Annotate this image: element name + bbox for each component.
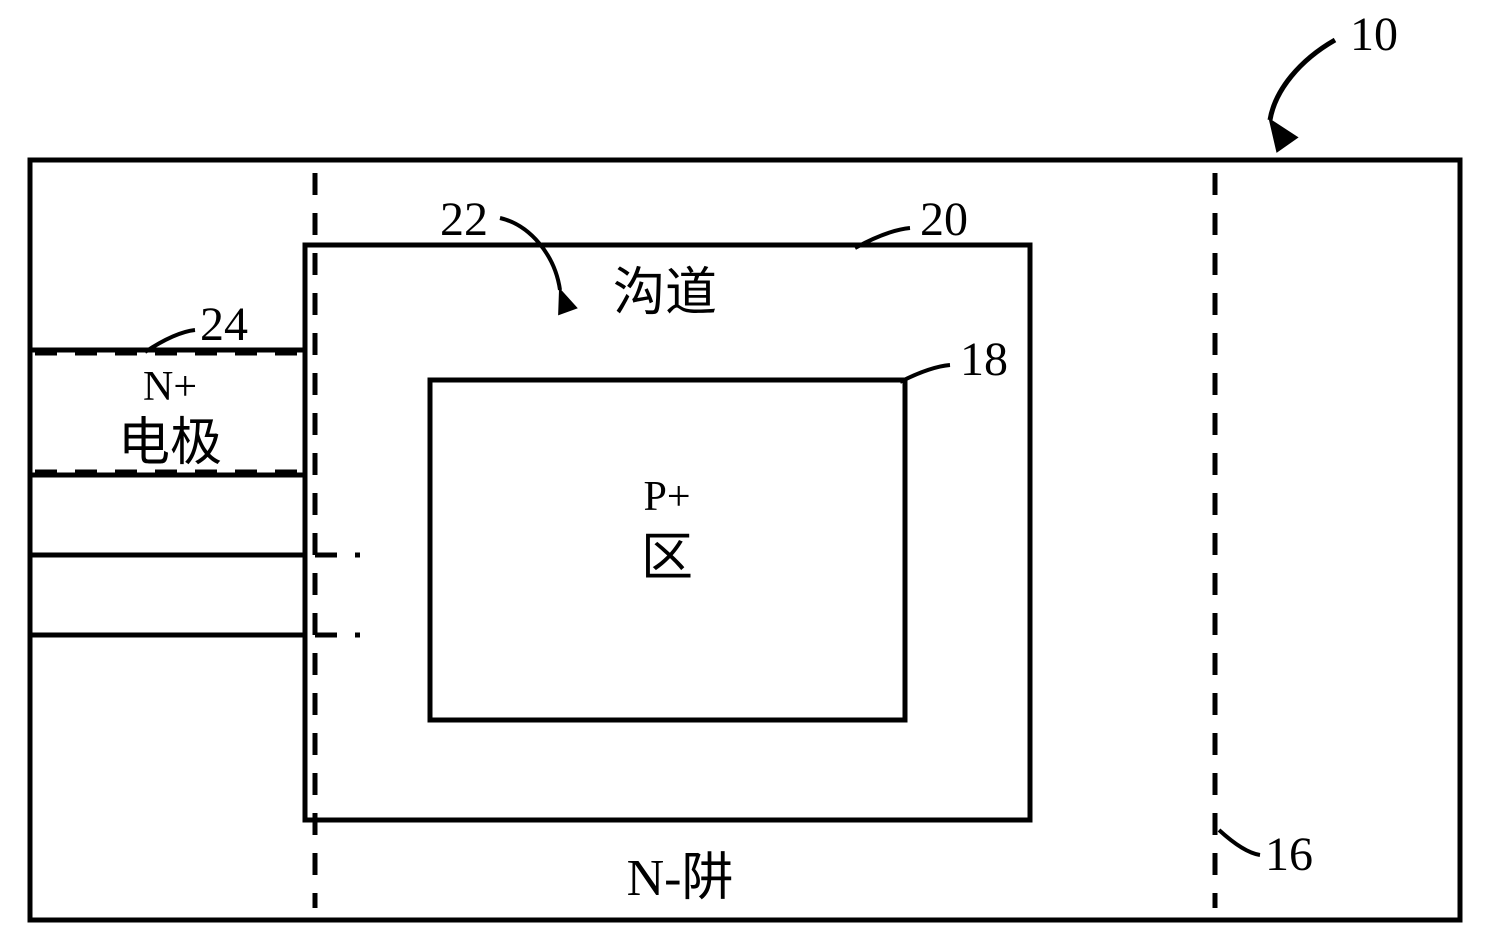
ref-22-leader — [500, 218, 560, 290]
channel-label: 沟道 — [613, 265, 717, 322]
ref-20-label: 20 — [920, 193, 968, 246]
outer-boundary-rect — [30, 160, 1460, 920]
ref-18-label: 18 — [960, 333, 1008, 386]
nwell-label: N-阱 — [627, 850, 734, 907]
electrode-label: 电极 — [118, 415, 222, 472]
pplus-region-label: 区 — [641, 530, 693, 587]
ref-10-arrowhead — [1270, 120, 1297, 151]
ref-16-leader — [1219, 830, 1260, 855]
ref-10-label: 10 — [1350, 8, 1398, 61]
ref-24-label: 24 — [200, 298, 248, 351]
ref-10-leader — [1270, 40, 1335, 120]
ref-22-arrowhead — [559, 290, 576, 314]
ref-22-label: 22 — [440, 193, 488, 246]
nplus-label: N+ — [143, 364, 197, 410]
ref-16-label: 16 — [1265, 828, 1313, 881]
ref-18-leader — [900, 365, 950, 382]
semiconductor-cross-section-diagram: 10 16 18 20 22 24 沟道 P+ 区 N+ 电极 N-阱 — [0, 0, 1486, 937]
pplus-symbol-label: P+ — [643, 474, 690, 520]
